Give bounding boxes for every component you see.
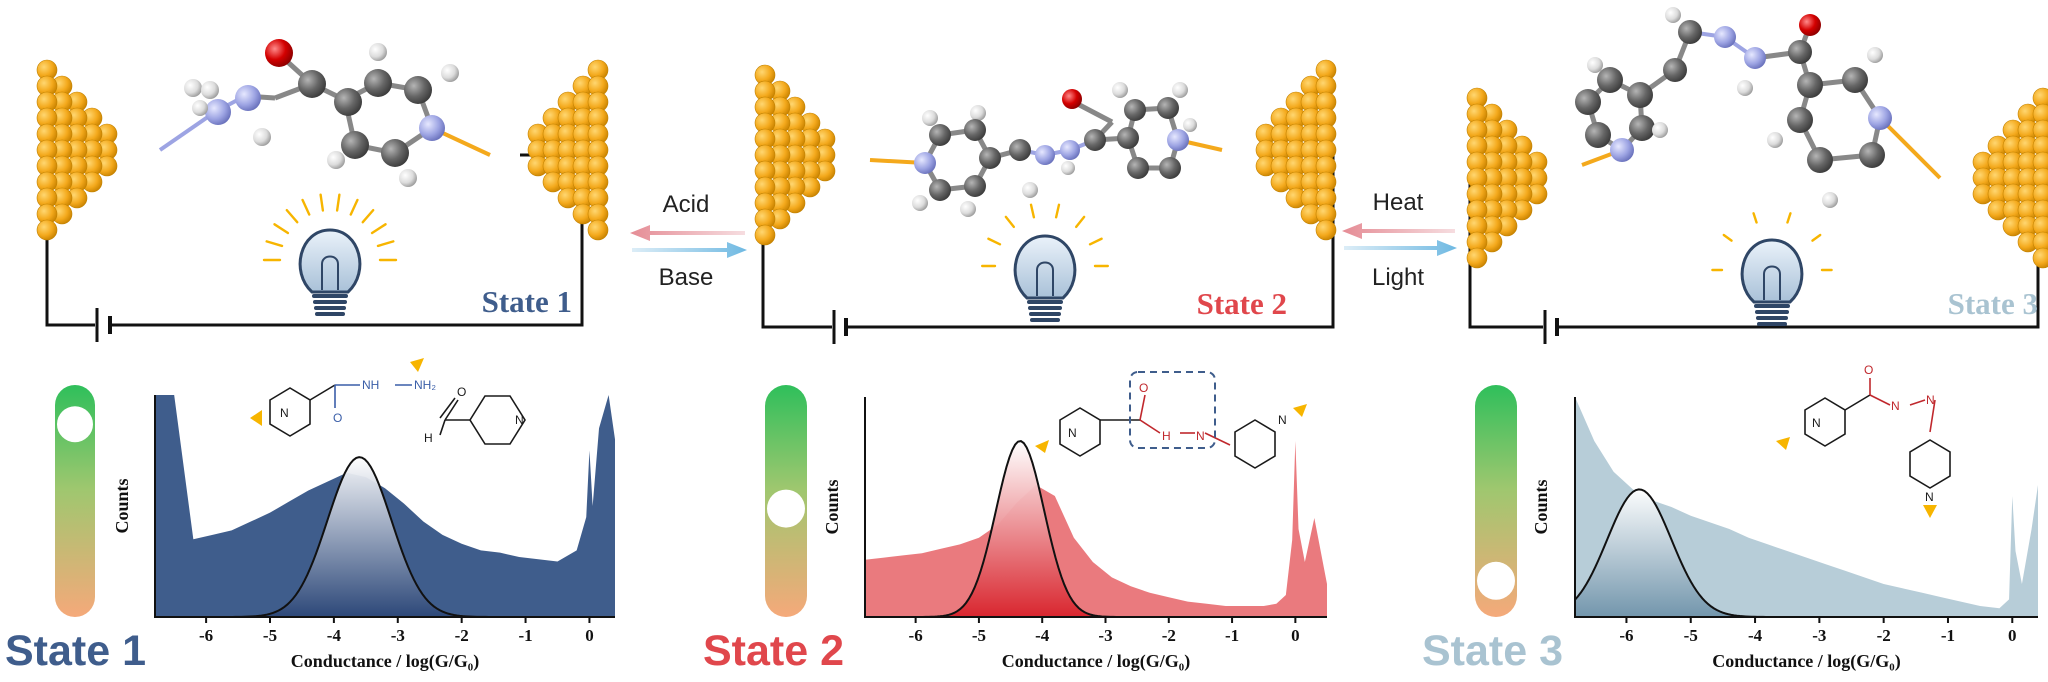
circuit-state-1: State 1 xyxy=(36,39,609,342)
gaussian-fit-fill xyxy=(1575,489,2038,617)
x-tick-label: -1 xyxy=(1941,626,1955,645)
x-tick-label: -6 xyxy=(909,626,923,645)
pointer-triangle-icon xyxy=(1293,404,1307,417)
circuit-label-state-3: State 3 xyxy=(1948,286,2038,321)
arrow-right-icon xyxy=(632,242,747,258)
histogram-area xyxy=(865,441,1327,617)
x-tick-label: -1 xyxy=(1225,626,1239,645)
x-tick-label: -5 xyxy=(972,626,986,645)
atom-n-right: N xyxy=(515,413,524,427)
y-axis-label: Counts xyxy=(112,478,132,533)
circuit-state-3: State 3 xyxy=(1466,7,2048,344)
circuit-label-state-2: State 2 xyxy=(1197,286,1287,321)
x-axis-label: Conductance / log(G/G₀) xyxy=(291,651,479,672)
x-tick-label: -3 xyxy=(1098,626,1112,645)
indicator-state-2 xyxy=(765,385,807,617)
arrow-right-icon xyxy=(1344,240,1457,256)
pointer-triangle-icon xyxy=(1035,440,1049,453)
conductance-histogram-state-3: -6 -5 -4 -3 -2 -1 0 Conductance / log(G/G₀) Coun… xyxy=(1531,397,2038,672)
pointer-triangle-icon xyxy=(1776,437,1790,450)
y-axis-label: Counts xyxy=(822,479,842,534)
gold-electrode-right xyxy=(1255,59,1337,241)
conductance-histogram-state-1: -6 -5 -4 -3 -2 -1 0 Conductance / log(G/G₀) Coun… xyxy=(112,395,615,672)
x-tick-label: -4 xyxy=(1035,626,1050,645)
x-tick-label: 0 xyxy=(1291,626,1300,645)
x-tick-label: -4 xyxy=(1748,626,1763,645)
atom-o-aldehyde: O xyxy=(457,385,466,399)
gold-electrode-right xyxy=(527,59,609,241)
pointer-triangle-icon xyxy=(250,410,262,426)
atom-o: O xyxy=(1139,381,1148,395)
x-tick-label: -3 xyxy=(1812,626,1826,645)
chemical-structure-state-2 xyxy=(1059,394,1276,469)
y-axis-label: Counts xyxy=(1531,479,1551,534)
x-tick-label: 0 xyxy=(585,626,594,645)
indicator-state-3 xyxy=(1475,385,1517,617)
transition-label-acid: Acid xyxy=(663,191,710,218)
indicator-state-1 xyxy=(55,385,95,617)
x-tick-label: -3 xyxy=(391,626,405,645)
x-tick-label: -1 xyxy=(518,626,532,645)
state-label-2: State 2 xyxy=(703,627,844,675)
atom-o: O xyxy=(1864,363,1873,377)
x-axis-label: Conductance / log(G/G₀) xyxy=(1712,651,1900,672)
conductance-histogram-state-2: -6 -5 -4 -3 -2 -1 0 Conductance / log(G/G₀) Coun… xyxy=(822,397,1327,672)
light-bulb-state-2 xyxy=(981,203,1110,322)
arrow-left-icon xyxy=(630,225,745,241)
gold-electrode-left xyxy=(1466,87,1548,269)
transition-acid-base: Acid Base xyxy=(630,191,747,291)
atom-n-right: N xyxy=(1925,490,1934,504)
atom-n-imine: N xyxy=(1926,393,1935,407)
gold-electrode-left xyxy=(754,64,836,246)
highlight-box xyxy=(1129,371,1216,449)
transition-label-light: Light xyxy=(1372,264,1424,291)
atom-nh: N xyxy=(1891,399,1900,413)
pointer-triangle-icon xyxy=(410,358,424,372)
atom-h: H xyxy=(424,431,433,445)
chemical-structure-state-1 xyxy=(269,384,526,445)
molecule-state-3 xyxy=(1575,7,1942,208)
x-tick-label: -2 xyxy=(1162,626,1176,645)
x-tick-label: -6 xyxy=(1619,626,1633,645)
atom-o: O xyxy=(333,411,342,425)
atom-n: N xyxy=(1068,426,1077,440)
atom-n: N xyxy=(1812,416,1821,430)
state-label-3: State 3 xyxy=(1422,627,1563,675)
chemical-labels-state-1: N O NH NH₂ O H N xyxy=(280,378,524,445)
chemical-structure-state-3 xyxy=(1804,378,1951,489)
molecule-state-1 xyxy=(158,39,491,187)
pointer-triangle-icon xyxy=(1923,505,1937,518)
x-axis-label: Conductance / log(G/G₀) xyxy=(1002,651,1190,672)
gaussian-fit-fill xyxy=(155,457,615,617)
transition-label-heat: Heat xyxy=(1373,189,1424,216)
x-tick-label: -2 xyxy=(455,626,469,645)
atom-nh: H xyxy=(1162,429,1171,443)
circuit-label-state-1: State 1 xyxy=(482,284,572,319)
atom-n-imine: N xyxy=(1196,429,1205,443)
gold-electrode-left xyxy=(36,59,118,241)
transition-heat-light: Heat Light xyxy=(1342,189,1457,291)
axis-lines xyxy=(864,397,1327,618)
molecule-state-2 xyxy=(869,82,1223,217)
x-tick-label: -6 xyxy=(199,626,213,645)
circuit-state-2: State 2 xyxy=(754,59,1337,344)
x-tick-label: -2 xyxy=(1877,626,1891,645)
x-tick-label: 0 xyxy=(2008,626,2017,645)
histogram-area xyxy=(1575,397,2038,617)
light-bulb-state-1 xyxy=(262,193,398,316)
transition-label-base: Base xyxy=(659,264,714,291)
x-tick-label: -5 xyxy=(263,626,277,645)
atom-nh2: NH₂ xyxy=(414,378,436,392)
x-tick-label: -4 xyxy=(327,626,342,645)
light-bulb-state-3 xyxy=(1711,212,1833,326)
atom-n-right: N xyxy=(1278,413,1287,427)
arrow-left-icon xyxy=(1342,223,1455,239)
atom-nh: NH xyxy=(362,378,379,392)
x-tick-label: -5 xyxy=(1684,626,1698,645)
atom-n: N xyxy=(280,406,289,420)
gold-electrode-right xyxy=(1972,87,2048,269)
state-label-1: State 1 xyxy=(5,627,146,675)
